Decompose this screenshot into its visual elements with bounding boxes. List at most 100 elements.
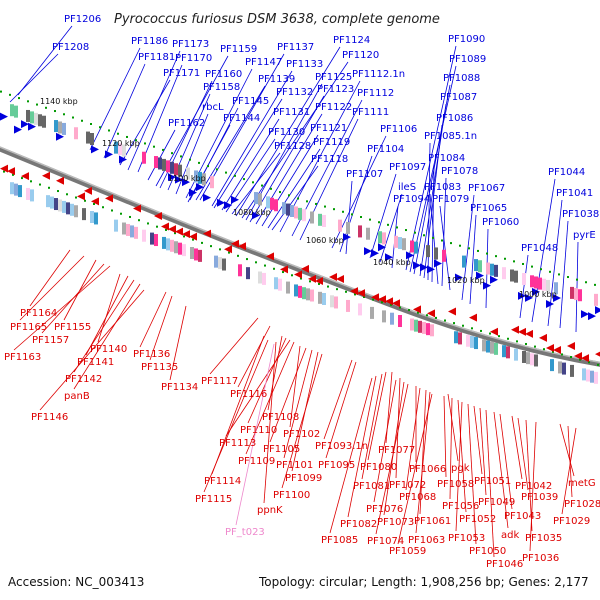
gene-arrow-fwd bbox=[203, 193, 211, 202]
gene-arrow-fwd bbox=[168, 173, 176, 182]
tick-dot bbox=[351, 213, 353, 216]
tick-dot bbox=[372, 298, 374, 301]
gene-label-rev: ppnK bbox=[257, 505, 283, 516]
feature-block bbox=[478, 260, 482, 273]
connector-line-fwd bbox=[127, 50, 181, 171]
connector-line-rev bbox=[419, 389, 427, 515]
feature-block bbox=[594, 293, 598, 306]
feature-block bbox=[178, 242, 182, 255]
connector-line-rev bbox=[561, 427, 577, 515]
gene-label-rev: PF1029 bbox=[553, 516, 590, 527]
tick-dot bbox=[162, 148, 164, 151]
feature-block bbox=[590, 370, 594, 383]
tick-dot bbox=[108, 129, 110, 132]
gene-label-fwd: PF1060 bbox=[482, 217, 519, 228]
kbp-label: 1020 kbp bbox=[447, 276, 485, 285]
tick-dot bbox=[18, 97, 20, 100]
connector-line-fwd bbox=[559, 220, 569, 329]
feature-block bbox=[346, 299, 350, 312]
gene-arrow-fwd bbox=[217, 198, 225, 207]
feature-block bbox=[530, 353, 534, 366]
feature-block bbox=[538, 277, 542, 290]
feature-block bbox=[222, 258, 226, 271]
feature-block bbox=[54, 120, 58, 133]
tick-dot bbox=[324, 205, 326, 208]
tick-dot bbox=[21, 177, 23, 180]
gene-arrow-rev bbox=[308, 274, 316, 283]
gene-label-rev: PF1043 bbox=[504, 511, 541, 522]
gene-arrow-fwd bbox=[385, 253, 393, 262]
gene-label-rev: PF1035 bbox=[525, 533, 562, 544]
feature-block bbox=[134, 226, 138, 239]
gene-arrow-rev bbox=[567, 342, 575, 351]
feature-block bbox=[42, 115, 46, 128]
tick-dot bbox=[531, 265, 533, 268]
gene-arrow-rev bbox=[539, 333, 547, 342]
tick-dot bbox=[504, 257, 506, 260]
feature-block bbox=[394, 235, 398, 248]
feature-block bbox=[218, 257, 222, 270]
tick-dot bbox=[81, 119, 83, 122]
gene-label-rev: PF1163 bbox=[4, 352, 41, 363]
feature-block bbox=[298, 285, 302, 298]
connector-line-fwd bbox=[519, 254, 529, 319]
gene-arrow-rev bbox=[0, 164, 8, 173]
feature-block bbox=[370, 306, 374, 319]
gene-arrow-rev bbox=[77, 192, 85, 201]
feature-block bbox=[174, 241, 178, 254]
gene-label-fwd: PF1122 bbox=[315, 102, 352, 113]
connector-line-rev bbox=[29, 249, 71, 307]
feature-block bbox=[178, 164, 182, 177]
tick-dot bbox=[54, 110, 56, 113]
gene-arrow-fwd bbox=[343, 233, 351, 242]
connector-line-rev bbox=[85, 275, 129, 356]
gene-label-rev: PF1110 bbox=[240, 425, 277, 436]
connector-line-fwd bbox=[409, 65, 457, 273]
tick-dot bbox=[156, 225, 158, 228]
connector-line-rev bbox=[455, 401, 463, 532]
tick-dot bbox=[588, 361, 590, 364]
tick-dot bbox=[180, 155, 182, 158]
tick-dot bbox=[561, 353, 563, 356]
connector-line-fwd bbox=[441, 177, 447, 287]
gene-label-rev: PF1050 bbox=[469, 546, 506, 557]
tick-dot bbox=[129, 215, 131, 218]
feature-block bbox=[290, 205, 294, 217]
connector-line-rev bbox=[139, 291, 167, 348]
tick-dot bbox=[234, 174, 236, 177]
feature-block bbox=[90, 133, 94, 145]
feature-block bbox=[502, 345, 506, 358]
gene-label-rev: PF1081 bbox=[353, 481, 390, 492]
feature-block bbox=[586, 369, 590, 382]
accession-text: Accession: NC_003413 bbox=[8, 575, 144, 589]
feature-block bbox=[154, 156, 158, 169]
connector-line-rev bbox=[479, 407, 487, 496]
feature-tracks bbox=[10, 104, 598, 384]
gene-label-fwd: ileS bbox=[398, 182, 416, 193]
gene-label-fwd: PF1123 bbox=[317, 84, 354, 95]
gene-arrow-rev bbox=[378, 295, 386, 304]
connector-line-rev bbox=[443, 395, 447, 478]
gene-arrow-fwd bbox=[532, 287, 540, 296]
gene-label-rev: PF1080 bbox=[360, 462, 397, 473]
map-title: Pyrococcus furiosus DSM 3638, complete g… bbox=[114, 12, 440, 27]
connector-line-rev bbox=[485, 409, 495, 558]
gene-label-rev: PF1061 bbox=[414, 516, 451, 527]
gene-label-fwd: PF1085.1n bbox=[424, 131, 477, 142]
gene-arrow-fwd bbox=[28, 122, 36, 131]
gene-arrow-fwd bbox=[420, 263, 428, 272]
gene-arrow-fwd bbox=[175, 175, 183, 184]
gene-arrow-rev bbox=[546, 343, 554, 352]
connector-line-rev bbox=[289, 345, 301, 428]
gene-label-rev: PF1066 bbox=[409, 464, 446, 475]
gene-arrow-fwd bbox=[91, 145, 99, 154]
feature-block bbox=[90, 211, 94, 223]
gene-arrow-rev bbox=[329, 273, 337, 282]
feature-block bbox=[130, 225, 134, 238]
gene-arrow-rev bbox=[175, 227, 183, 236]
gene-label-fwd: PF1121 bbox=[310, 123, 347, 134]
tick-dot bbox=[66, 193, 68, 196]
gene-label-fwd: PF1206 bbox=[64, 14, 101, 25]
feature-block bbox=[490, 341, 494, 354]
gene-arrow-rev bbox=[105, 194, 113, 203]
